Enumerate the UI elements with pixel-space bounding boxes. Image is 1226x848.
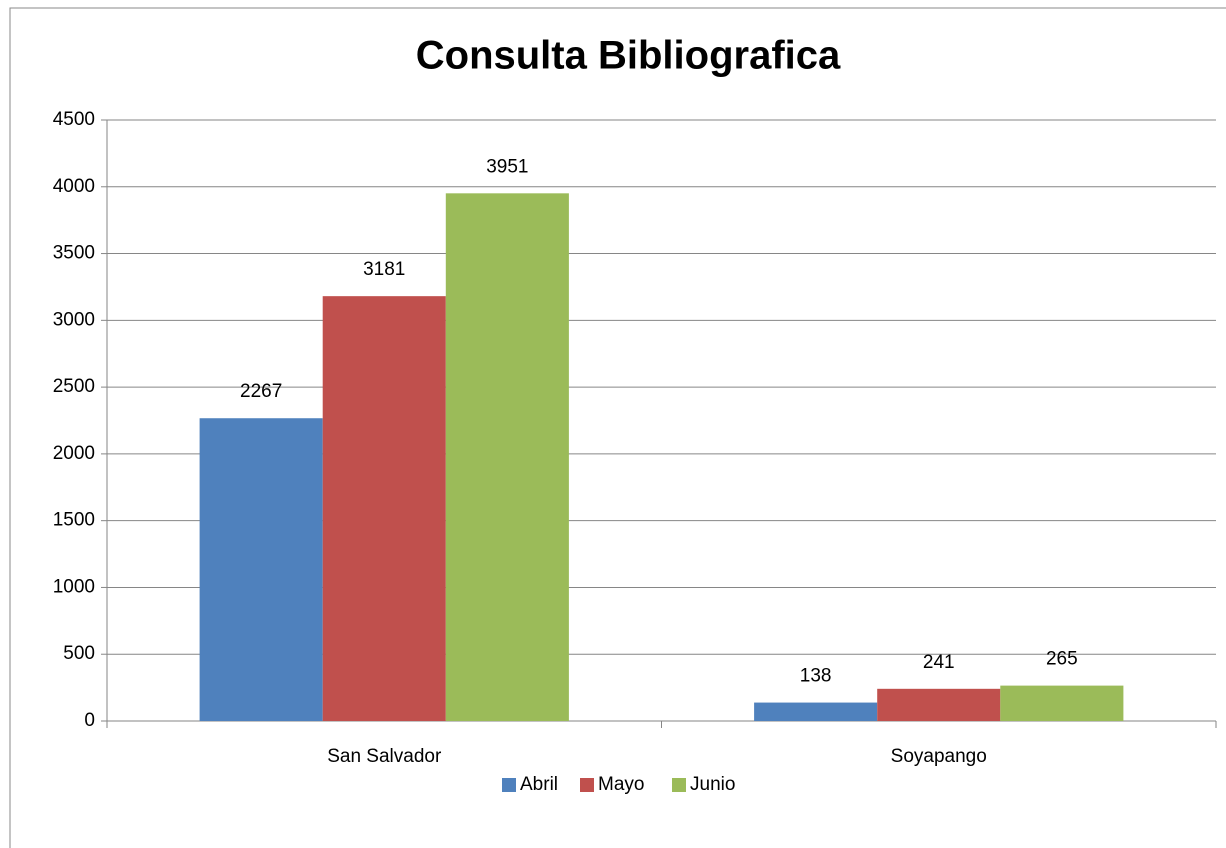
data-label: 138: [800, 666, 832, 687]
y-tick-label: 1500: [53, 510, 95, 531]
chart-frame: [9, 7, 1226, 848]
legend-swatch: [672, 778, 686, 792]
y-tick-label: 3000: [53, 309, 95, 330]
legend-label: Abril: [520, 774, 558, 795]
bar: [877, 688, 1001, 721]
chart-title: Consulta Bibliografica: [416, 34, 841, 78]
bar: [199, 418, 323, 721]
legend-swatch: [502, 778, 516, 792]
y-tick-label: 3500: [53, 243, 95, 264]
data-label: 3951: [486, 156, 528, 177]
y-tick-label: 1000: [53, 576, 95, 597]
x-tick-label: San Salvador: [327, 746, 442, 767]
y-tick-label: 4000: [53, 176, 95, 197]
y-tick-label: 500: [63, 643, 95, 664]
y-tick-label: 2000: [53, 443, 95, 464]
data-label: 3181: [363, 259, 405, 280]
bar: [445, 193, 569, 721]
bar: [322, 296, 446, 721]
data-label: 241: [923, 652, 955, 673]
legend-label: Junio: [690, 774, 735, 795]
legend-label: Mayo: [598, 774, 644, 795]
bar: [754, 702, 878, 721]
data-label: 2267: [240, 381, 282, 402]
y-tick-label: 0: [84, 710, 95, 731]
x-tick-label: Soyapango: [891, 746, 987, 767]
bar: [1000, 685, 1124, 721]
y-tick-label: 4500: [53, 109, 95, 130]
data-label: 265: [1046, 649, 1078, 670]
y-tick-label: 2500: [53, 376, 95, 397]
legend-swatch: [580, 778, 594, 792]
